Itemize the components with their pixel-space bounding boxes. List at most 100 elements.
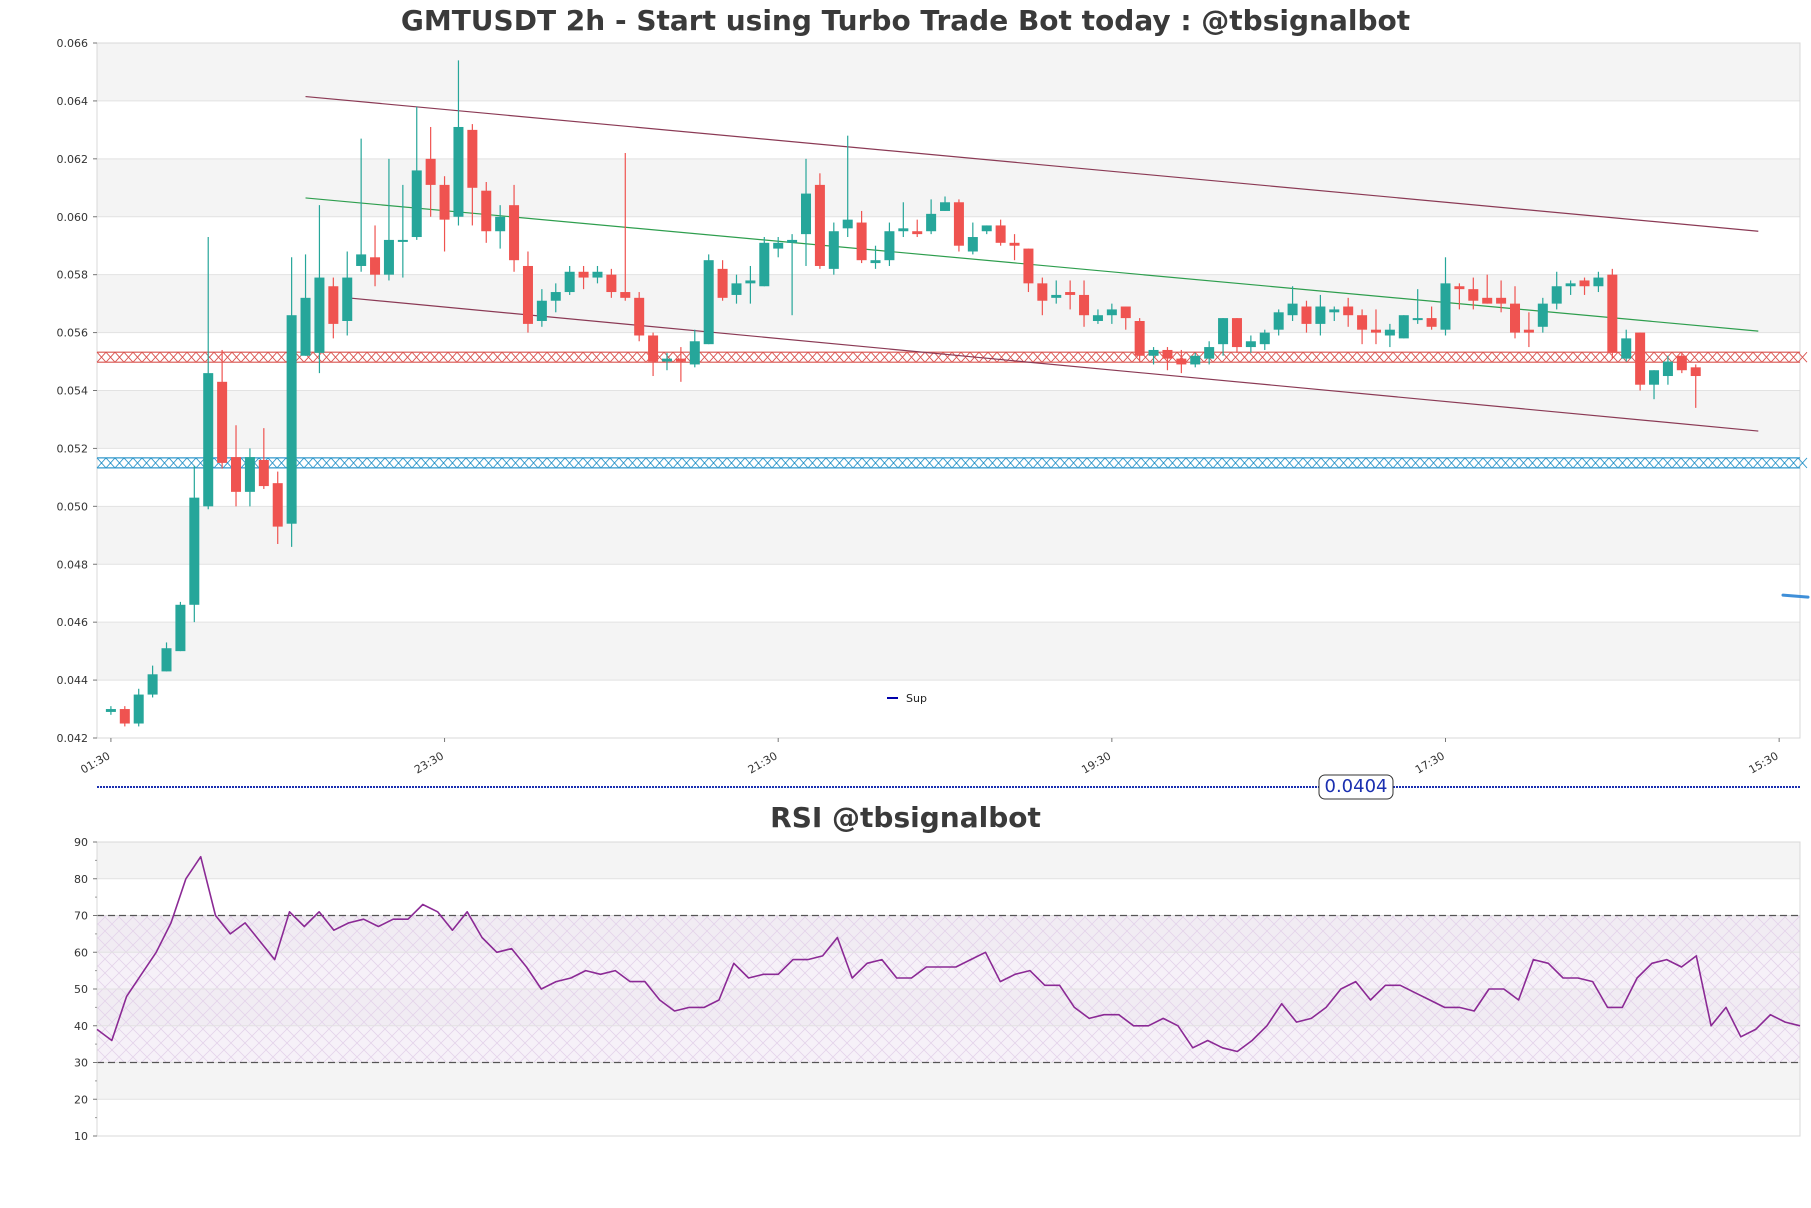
candle-body bbox=[1301, 306, 1312, 324]
x-tick-label: 17:30 bbox=[1413, 749, 1447, 776]
candle-body bbox=[272, 483, 283, 527]
candle-body bbox=[286, 315, 297, 524]
candle-body bbox=[397, 239, 408, 242]
candle-body bbox=[314, 277, 325, 353]
candle-body bbox=[940, 202, 951, 211]
grid-band bbox=[97, 332, 1800, 391]
rsi-y-tick-label: 80 bbox=[74, 873, 88, 886]
candle-body bbox=[244, 457, 255, 492]
candle-body bbox=[898, 228, 909, 232]
candle-body bbox=[1676, 355, 1687, 371]
candle-body bbox=[1134, 321, 1145, 356]
candle-body bbox=[1245, 341, 1256, 348]
separator-label: 0.0404 bbox=[1325, 776, 1388, 797]
candle-body bbox=[967, 237, 978, 252]
grid-band bbox=[97, 622, 1800, 681]
candle-body bbox=[1148, 349, 1159, 356]
legend-label-sup: Sup bbox=[906, 692, 927, 705]
candle-body bbox=[370, 257, 381, 275]
y-tick-label: 0.064 bbox=[57, 95, 89, 108]
candle-body bbox=[842, 219, 853, 229]
candle-body bbox=[995, 225, 1006, 243]
x-tick-label: 15:30 bbox=[1747, 749, 1781, 776]
candle-body bbox=[1537, 303, 1548, 327]
candle-body bbox=[522, 265, 533, 324]
candle-body bbox=[1412, 318, 1423, 321]
candle-body bbox=[759, 242, 770, 287]
candle-body bbox=[161, 648, 172, 672]
y-tick-label: 0.060 bbox=[57, 211, 89, 224]
candle-body bbox=[1023, 248, 1034, 284]
candle-body bbox=[175, 604, 186, 652]
rsi-grid-band bbox=[97, 878, 1800, 916]
y-tick-label: 0.052 bbox=[57, 442, 89, 455]
rsi-chart-title: RSI @tbsignalbot bbox=[770, 801, 1041, 834]
candle-body bbox=[648, 335, 659, 362]
candle-body bbox=[1079, 294, 1090, 316]
rsi-y-tick-label: 30 bbox=[74, 1057, 88, 1070]
candle-body bbox=[1259, 332, 1270, 345]
candle-body bbox=[356, 254, 367, 266]
grid-band bbox=[97, 448, 1800, 507]
candle-body bbox=[578, 271, 589, 278]
candle-body bbox=[1523, 329, 1534, 333]
candle-body bbox=[814, 184, 825, 266]
candle-body bbox=[717, 268, 728, 298]
y-tick-label: 0.048 bbox=[57, 558, 89, 571]
candle-body bbox=[606, 274, 617, 293]
candle-body bbox=[217, 381, 228, 463]
candle-body bbox=[620, 292, 631, 298]
candle-body bbox=[634, 297, 645, 336]
candle-body bbox=[1343, 306, 1354, 316]
candle-body bbox=[1496, 297, 1507, 304]
grid-band bbox=[97, 216, 1800, 275]
candle-body bbox=[300, 297, 311, 356]
candle-body bbox=[550, 292, 561, 301]
candle-body bbox=[1092, 315, 1103, 321]
candle-body bbox=[509, 205, 520, 261]
separator-line: 0.0404 bbox=[97, 774, 1800, 800]
candle-body bbox=[1176, 358, 1187, 365]
y-tick-label: 0.058 bbox=[57, 269, 89, 282]
rsi-y-tick-label: 60 bbox=[74, 946, 88, 959]
candle-body bbox=[342, 277, 353, 321]
candle-body bbox=[1454, 286, 1465, 290]
candle-body bbox=[258, 460, 269, 487]
candle-body bbox=[1482, 297, 1493, 304]
candles bbox=[105, 60, 1810, 727]
rsi-grid-band bbox=[97, 1062, 1800, 1100]
rsi-series-line bbox=[96, 855, 1801, 1053]
candle-body bbox=[189, 497, 200, 605]
legend: Sup bbox=[887, 692, 927, 705]
candle-body bbox=[383, 239, 394, 275]
candle-body bbox=[119, 709, 130, 724]
candle-body bbox=[1551, 286, 1562, 304]
candle-body bbox=[981, 225, 992, 232]
candle-body bbox=[870, 260, 881, 264]
candle-body bbox=[495, 216, 506, 232]
candle-body bbox=[745, 280, 756, 284]
x-tick-label: 19:30 bbox=[1079, 749, 1113, 776]
grid-band bbox=[97, 100, 1800, 159]
candle-body bbox=[1357, 315, 1368, 330]
price-marker bbox=[1781, 593, 1810, 599]
candle-body bbox=[926, 213, 937, 232]
main-plot-background bbox=[96, 42, 1801, 739]
candle-body bbox=[1384, 329, 1395, 336]
candle-body bbox=[1106, 309, 1117, 316]
candle-body bbox=[231, 457, 242, 492]
candle-body bbox=[689, 341, 700, 365]
candle-body bbox=[1162, 349, 1173, 359]
rsi-y-tick-label: 50 bbox=[74, 983, 88, 996]
candle-body bbox=[1218, 318, 1229, 345]
candle-body bbox=[1231, 318, 1242, 348]
rsi-grid-band bbox=[97, 842, 1800, 879]
y-tick-label: 0.062 bbox=[57, 153, 89, 166]
candle-body bbox=[133, 694, 144, 724]
rsi-line bbox=[96, 855, 1801, 1053]
rsi-y-tick-label: 90 bbox=[74, 836, 88, 849]
candle-body bbox=[1565, 283, 1576, 287]
y-tick-label: 0.054 bbox=[57, 385, 89, 398]
candle-body bbox=[1287, 303, 1298, 316]
candle-body bbox=[564, 271, 575, 293]
